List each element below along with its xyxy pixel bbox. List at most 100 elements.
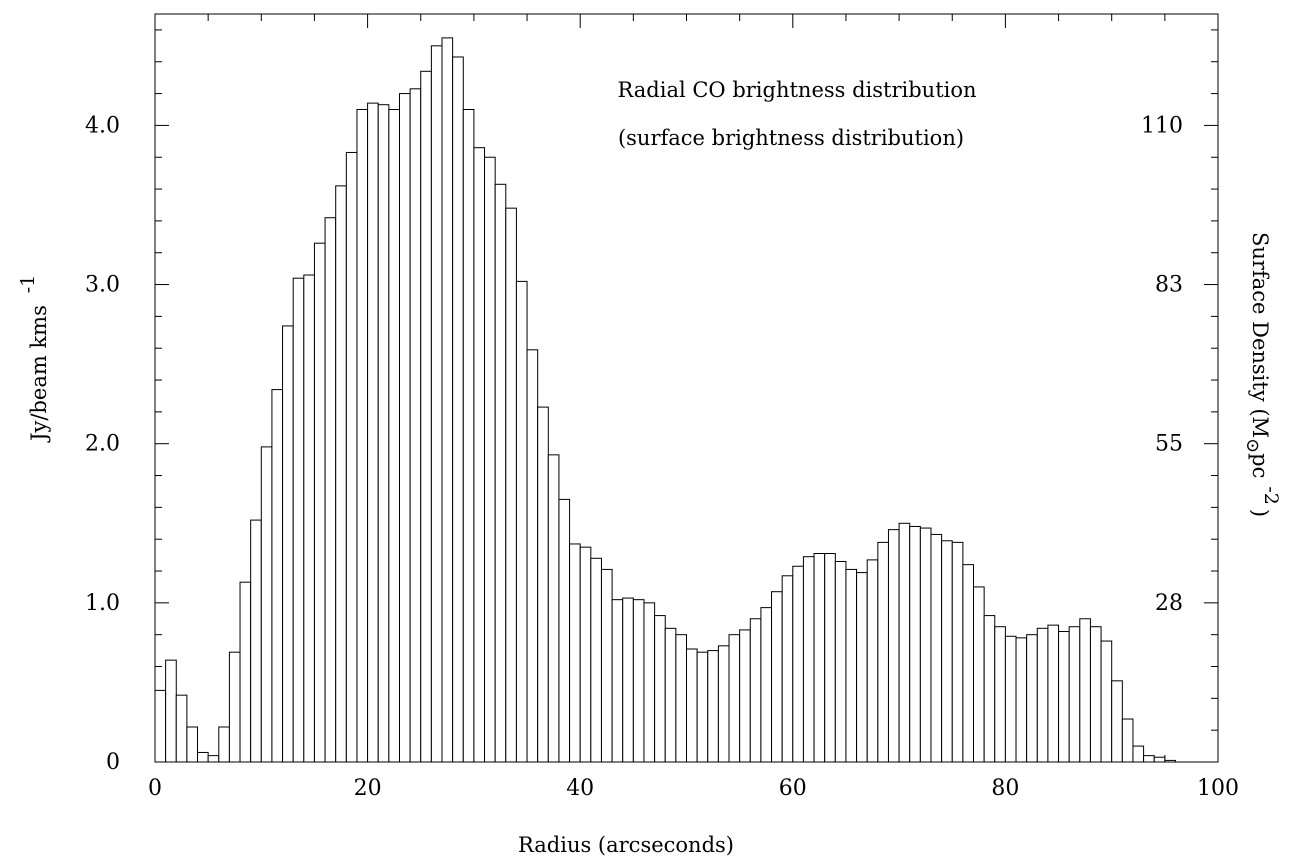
- histogram-bar: [367, 102, 379, 763]
- histogram-bar: [717, 645, 730, 763]
- histogram-bar: [632, 599, 645, 763]
- histogram-bar: [887, 529, 900, 763]
- histogram-bar: [526, 349, 539, 763]
- histogram-bar: [452, 56, 464, 763]
- histogram-bar: [707, 650, 719, 763]
- histogram-bar: [260, 446, 273, 763]
- y2-label-sun-symbol: ⊙: [1242, 438, 1263, 453]
- histogram-bar: [664, 627, 677, 763]
- histogram-bar: [941, 540, 953, 763]
- y2-label-unit: pc: [1248, 453, 1272, 478]
- histogram-bar: [824, 553, 836, 763]
- histogram-bar: [760, 607, 773, 763]
- histogram-bar: [282, 325, 294, 763]
- histogram-bar: [962, 564, 975, 763]
- x-tick-label: 80: [991, 776, 1019, 801]
- histogram-bar: [462, 108, 475, 763]
- histogram-bar: [622, 597, 634, 763]
- chart-title: Radial CO brightness distribution: [617, 78, 976, 102]
- x-tick-label: 60: [779, 776, 807, 801]
- histogram-bar: [1100, 640, 1113, 763]
- histogram-bar: [951, 541, 964, 763]
- histogram-bar: [505, 207, 517, 763]
- tick-labels: 0 20 40 60 80 100 0 1.0 2.0 3.0 4.0 28 55 83 110: [85, 113, 1239, 801]
- histogram-bar: [771, 591, 783, 763]
- histogram-bar: [271, 389, 284, 763]
- histogram-bar: [792, 565, 804, 763]
- histogram-bar: [994, 626, 1006, 763]
- y-tick-label: 0: [106, 750, 120, 775]
- histogram-bar: [781, 575, 794, 763]
- histogram-bar: [739, 629, 751, 763]
- y2-label-close: ): [1248, 509, 1272, 517]
- histogram-bar: [973, 586, 985, 763]
- histogram-bar: [1004, 635, 1017, 763]
- histogram-bars: [154, 37, 1176, 763]
- histogram-bar: [388, 108, 400, 763]
- histogram-bar: [420, 70, 432, 763]
- histogram-bar: [1068, 626, 1081, 763]
- histogram-bar: [579, 546, 592, 763]
- histogram-bar: [1089, 626, 1102, 763]
- histogram-bar: [345, 151, 358, 763]
- histogram-bar: [494, 183, 507, 763]
- histogram-bar: [186, 726, 199, 763]
- histogram-bar: [930, 533, 943, 763]
- histogram-bar: [1015, 637, 1028, 763]
- y-tick-label: 4.0: [85, 113, 120, 138]
- histogram-bar: [154, 689, 167, 763]
- histogram-bar: [1143, 755, 1155, 763]
- histogram-bar: [856, 572, 868, 763]
- histogram-bar: [197, 751, 209, 763]
- y-tick-label: 1.0: [85, 591, 120, 616]
- y-axis-label: Jy/beam kms -1: [17, 275, 51, 443]
- y-tick-label: 2.0: [85, 432, 120, 457]
- histogram-bar: [356, 108, 369, 763]
- histogram-bar: [1111, 680, 1123, 763]
- histogram-bar: [398, 93, 411, 763]
- histogram-bar: [377, 104, 390, 763]
- histogram-bar: [600, 568, 613, 763]
- histogram-bar: [834, 560, 847, 763]
- histogram-bar: [802, 556, 815, 763]
- histogram-bar: [547, 454, 560, 763]
- plot-frame: [154, 13, 1219, 763]
- histogram-bar: [207, 755, 220, 763]
- histogram-bar: [898, 522, 911, 763]
- histogram-bar: [643, 602, 656, 763]
- histogram-bar: [813, 553, 826, 763]
- y2-label-main: Surface Density (M: [1248, 232, 1272, 438]
- histogram-bar: [1132, 745, 1145, 763]
- histogram-bar: [1058, 630, 1070, 763]
- chart-subtitle: (surface brightness distribution): [618, 126, 964, 150]
- histogram-bar: [441, 37, 454, 763]
- histogram-bar: [324, 217, 337, 763]
- histogram-bar: [1026, 634, 1038, 763]
- histogram-bar: [696, 651, 709, 763]
- y2-tick-label: 83: [1155, 273, 1183, 298]
- histogram-bar: [515, 280, 528, 763]
- histogram-bar: [175, 694, 188, 763]
- x-axis-label: Radius (arcseconds): [518, 833, 734, 857]
- y2-axis-label: Surface Density (M⊙pc -2): [1242, 232, 1282, 517]
- histogram-bar: [537, 406, 549, 763]
- histogram-bar: [250, 519, 262, 763]
- histogram-bar: [1079, 618, 1091, 763]
- histogram-bar: [484, 156, 496, 763]
- histogram-bar: [1036, 627, 1049, 763]
- histogram-bar: [983, 615, 996, 763]
- histogram-bar: [569, 543, 581, 763]
- histogram-bar: [728, 634, 741, 763]
- histogram-bar: [218, 726, 230, 763]
- x-tick-label: 40: [566, 776, 594, 801]
- histogram-bar: [1153, 756, 1166, 763]
- histogram-bar: [877, 541, 889, 763]
- histogram-bar: [909, 525, 921, 763]
- histogram-bar: [239, 581, 252, 763]
- svg-text:-1: -1: [17, 275, 39, 294]
- svg-text:Jy/beam kms: Jy/beam kms: [27, 305, 51, 443]
- y2-tick-label: 110: [1141, 113, 1183, 138]
- histogram-bar: [675, 634, 687, 763]
- histogram-bar: [313, 242, 326, 763]
- x-tick-label: 20: [354, 776, 382, 801]
